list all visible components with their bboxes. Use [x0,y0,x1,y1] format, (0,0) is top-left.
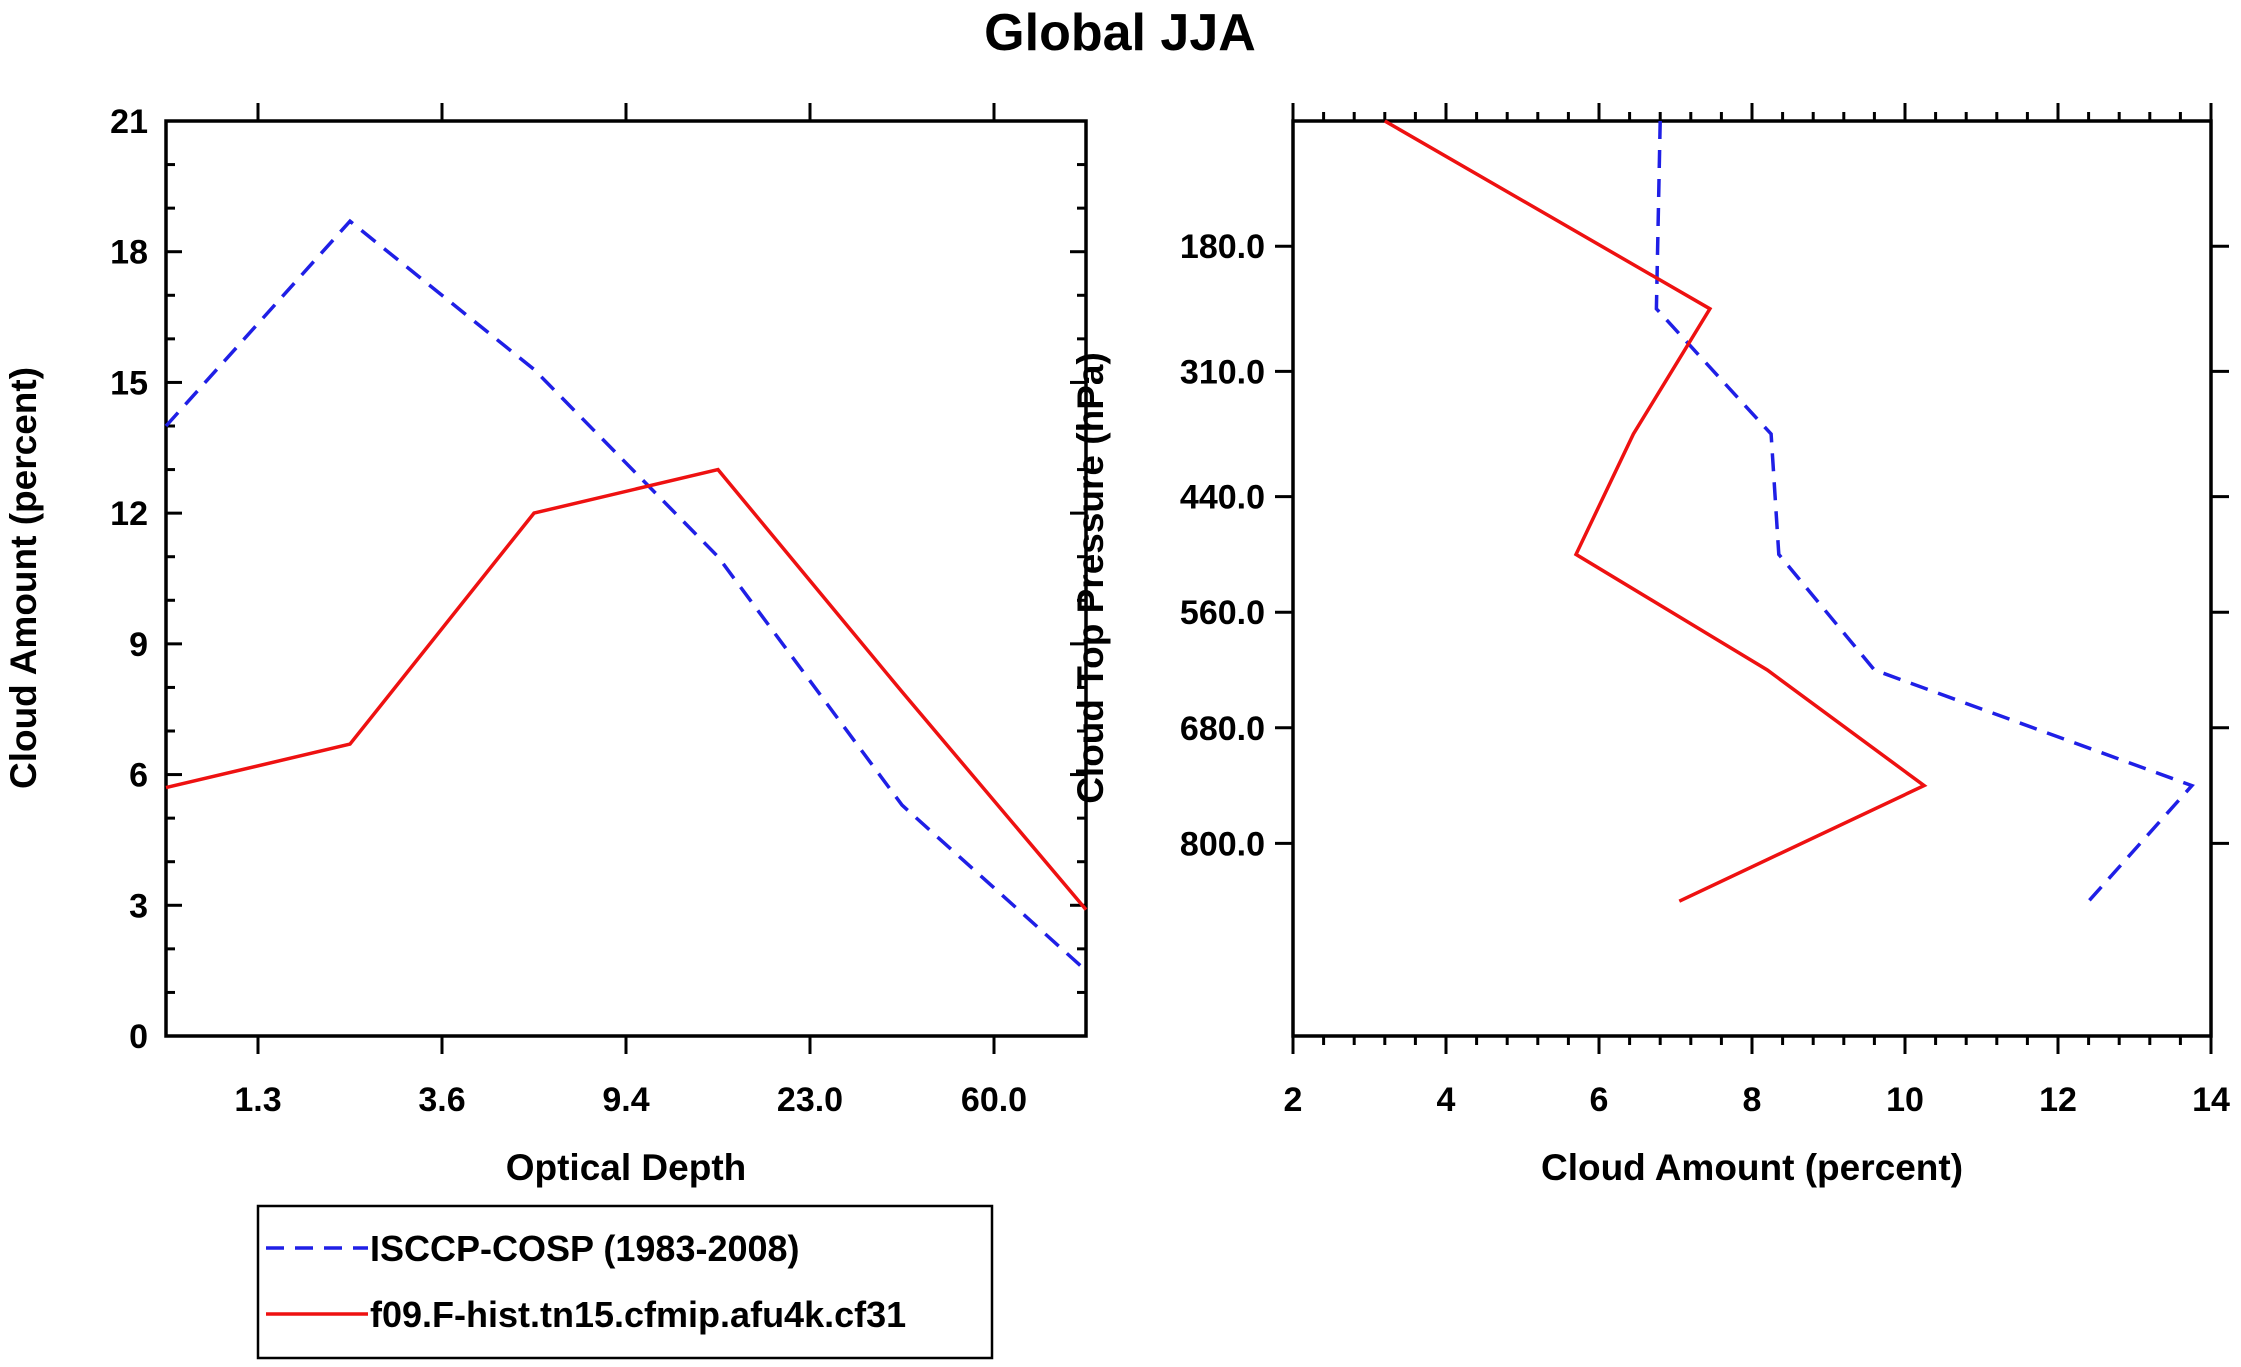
right-y-axis-label: Cloud Top Pressure (hPa) [1070,352,1111,804]
right-x-tick-label: 4 [1437,1081,1456,1119]
left-y-tick-label: 21 [110,103,148,141]
right-series-line-model [1383,119,1928,903]
left-y-tick-label: 9 [129,626,148,664]
right-y-tick-label: 560.0 [1180,594,1265,632]
right-x-tick-label: 12 [2039,1081,2077,1119]
left-x-tick-label: 1.3 [234,1081,281,1119]
legend-label-model: f09.F-hist.tn15.cfmip.afu4k.cf31 [370,1294,906,1335]
right-x-axis-label: Cloud Amount (percent) [1541,1147,1963,1188]
right-x-tick-label: 6 [1590,1081,1609,1119]
right-y-tick-label: 800.0 [1180,825,1265,863]
left-series-line-obs [164,218,1088,972]
right-y-tick-label: 680.0 [1180,710,1265,748]
right-ticks: 2 4 6 8 10 12 14 180.0 310.0 440.0 560.0 680.0 800.0 [1180,103,2230,1119]
left-plot-frame [164,119,1088,1038]
left-series-line-model [165,467,1088,911]
left-panel: 0 3 6 9 12 15 18 21 1.3 3.6 9.4 23.0 60.0 Optical De… [3,103,1088,1188]
right-x-tick-label: 8 [1743,1081,1762,1119]
legend: ISCCP-COSP (1983-2008) f09.F-hist.tn15.c… [256,1204,994,1360]
left-y-tick-label: 0 [129,1018,148,1056]
legend-box [256,1204,994,1360]
left-series [164,218,1088,972]
left-y-tick-label: 18 [110,234,148,272]
right-x-tick-label: 2 [1284,1081,1303,1119]
left-y-tick-label: 12 [110,495,148,533]
left-y-tick-label: 3 [129,887,148,925]
right-y-tick-label: 180.0 [1180,228,1265,266]
left-x-tick-label: 3.6 [418,1081,465,1119]
right-plot-frame [1291,119,2213,1038]
right-series-line-obs [1654,120,2195,903]
left-x-tick-label: 23.0 [777,1081,843,1119]
right-y-tick-label: 440.0 [1180,479,1265,517]
left-x-tick-label: 60.0 [961,1081,1027,1119]
left-y-tick-label: 6 [129,757,148,795]
left-ticks: 0 3 6 9 12 15 18 21 1.3 3.6 9.4 23.0 60.0 [110,103,1086,1119]
right-x-tick-label: 14 [2192,1081,2230,1119]
left-x-axis-label: Optical Depth [506,1147,747,1188]
right-series [1383,119,2195,903]
left-y-tick-label: 15 [110,364,148,402]
legend-label-obs: ISCCP-COSP (1983-2008) [370,1228,800,1269]
right-x-tick-label: 10 [1886,1081,1924,1119]
left-y-axis-label: Cloud Amount (percent) [3,367,44,789]
left-x-tick-label: 9.4 [602,1081,649,1119]
right-y-tick-label: 310.0 [1180,353,1265,391]
figure-title: Global JJA [984,4,1256,62]
right-panel: 2 4 6 8 10 12 14 180.0 310.0 440.0 560.0 680.0 800.0… [1070,103,2230,1188]
